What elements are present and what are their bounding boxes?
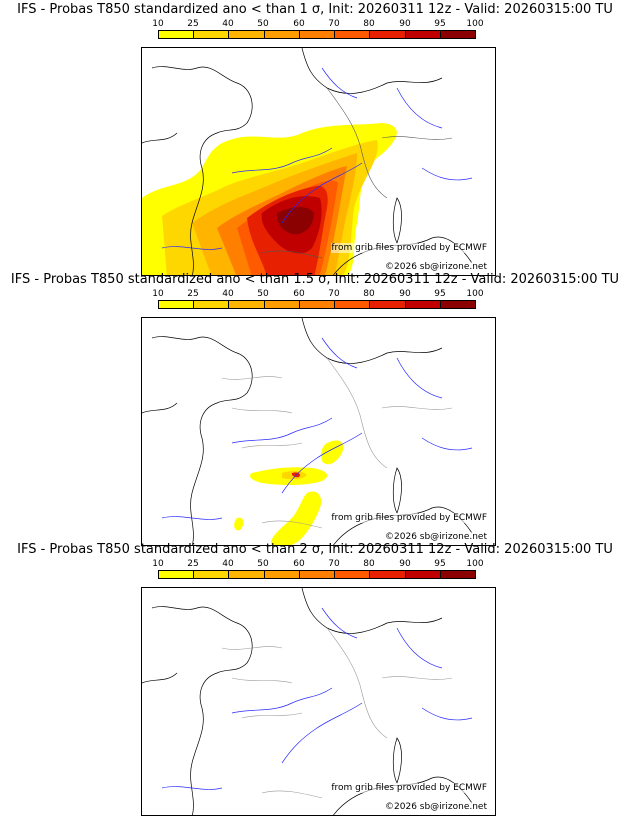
legend-swatch — [440, 571, 475, 578]
legend-tick: 90 — [399, 559, 411, 569]
legend-tick: 40 — [222, 559, 234, 569]
legend-tick: 40 — [222, 289, 234, 299]
map-panel-1: IFS - Probas T850 standardized ano < tha… — [0, 0, 630, 276]
copyright-credit: ©2026 sb@irizone.net — [385, 802, 487, 812]
legend-tick: 50 — [257, 19, 269, 29]
legend-swatch — [229, 31, 265, 38]
legend-swatch — [370, 301, 406, 308]
legend-tick: 95 — [434, 289, 446, 299]
legend-tick: 70 — [328, 559, 340, 569]
legend-tick: 50 — [257, 559, 269, 569]
copyright-credit: ©2026 sb@irizone.net — [385, 532, 487, 542]
legend-tick: 25 — [187, 289, 199, 299]
panel-title: IFS - Probas T850 standardized ano < tha… — [10, 272, 620, 287]
legend-tick: 25 — [187, 19, 199, 29]
borders — [221, 627, 453, 799]
legend-tick: 80 — [363, 19, 375, 29]
legend-tick: 100 — [466, 19, 484, 29]
legend-tick: 70 — [328, 289, 340, 299]
legend-tick: 90 — [399, 289, 411, 299]
legend-tick-labels: 10 25 40 50 60 70 80 90 95 100 — [152, 559, 485, 569]
legend-swatch — [264, 301, 300, 308]
probability-map — [142, 318, 473, 545]
panel-title: IFS - Probas T850 standardized ano < tha… — [17, 2, 613, 17]
borders — [221, 357, 453, 529]
rivers — [161, 607, 473, 790]
legend-tick: 90 — [399, 19, 411, 29]
legend-swatch — [405, 301, 441, 308]
legend-tick-labels: 10 25 40 50 60 70 80 90 95 100 — [152, 289, 485, 299]
legend-tick: 50 — [257, 289, 269, 299]
legend-tick: 60 — [293, 19, 305, 29]
probability-map — [142, 588, 473, 815]
legend-swatch — [335, 571, 371, 578]
legend-swatch — [194, 571, 230, 578]
map-panel-3: IFS - Probas T850 standardized ano < tha… — [0, 540, 630, 816]
borders — [261, 87, 453, 259]
legend-swatch — [194, 301, 230, 308]
legend-tick: 95 — [434, 19, 446, 29]
legend-tick: 10 — [152, 19, 164, 29]
map-frame: from grib files provided by ECMWF ©2026 … — [141, 47, 496, 276]
map-frame: from grib files provided by ECMWF ©2026 … — [141, 317, 496, 546]
legend-tick: 100 — [466, 289, 484, 299]
legend-tick: 80 — [363, 559, 375, 569]
legend-swatch — [405, 31, 441, 38]
map-frame: from grib files provided by ECMWF ©2026 … — [141, 587, 496, 816]
legend-swatch — [335, 301, 371, 308]
legend-swatch — [264, 31, 300, 38]
legend-swatch — [335, 31, 371, 38]
color-legend-bar — [158, 30, 476, 39]
legend-swatch — [299, 31, 336, 38]
legend-swatch — [229, 301, 265, 308]
legend-tick: 10 — [152, 559, 164, 569]
legend-tick: 10 — [152, 289, 164, 299]
data-source-credit: from grib files provided by ECMWF — [331, 243, 487, 253]
legend-tick-labels: 10 25 40 50 60 70 80 90 95 100 — [152, 19, 485, 29]
probability-field — [234, 440, 344, 545]
legend-tick: 60 — [293, 559, 305, 569]
legend-swatch — [370, 571, 406, 578]
legend-swatch — [440, 31, 475, 38]
legend-tick: 70 — [328, 19, 340, 29]
rivers — [161, 337, 473, 520]
legend-swatch — [194, 31, 230, 38]
legend-tick: 80 — [363, 289, 375, 299]
color-legend-bar — [158, 300, 476, 309]
legend-swatch — [159, 571, 195, 578]
probability-map — [142, 48, 473, 275]
color-legend-bar — [158, 570, 476, 579]
legend-tick: 100 — [466, 559, 484, 569]
copyright-credit: ©2026 sb@irizone.net — [385, 262, 487, 272]
legend-swatch — [440, 301, 475, 308]
legend-swatch — [264, 571, 300, 578]
legend-swatch — [370, 31, 406, 38]
legend-tick: 40 — [222, 19, 234, 29]
legend-swatch — [159, 31, 195, 38]
legend-swatch — [299, 301, 336, 308]
coastlines — [142, 588, 473, 815]
data-source-credit: from grib files provided by ECMWF — [331, 783, 487, 793]
rivers — [161, 67, 473, 250]
data-source-credit: from grib files provided by ECMWF — [331, 513, 487, 523]
legend-swatch — [229, 571, 265, 578]
map-panel-2: IFS - Probas T850 standardized ano < tha… — [0, 270, 630, 546]
legend-swatch — [159, 301, 195, 308]
legend-tick: 60 — [293, 289, 305, 299]
legend-tick: 25 — [187, 559, 199, 569]
probability-field — [142, 123, 397, 275]
legend-swatch — [299, 571, 336, 578]
panel-title: IFS - Probas T850 standardized ano < tha… — [17, 542, 613, 557]
legend-swatch — [405, 571, 441, 578]
legend-tick: 95 — [434, 559, 446, 569]
